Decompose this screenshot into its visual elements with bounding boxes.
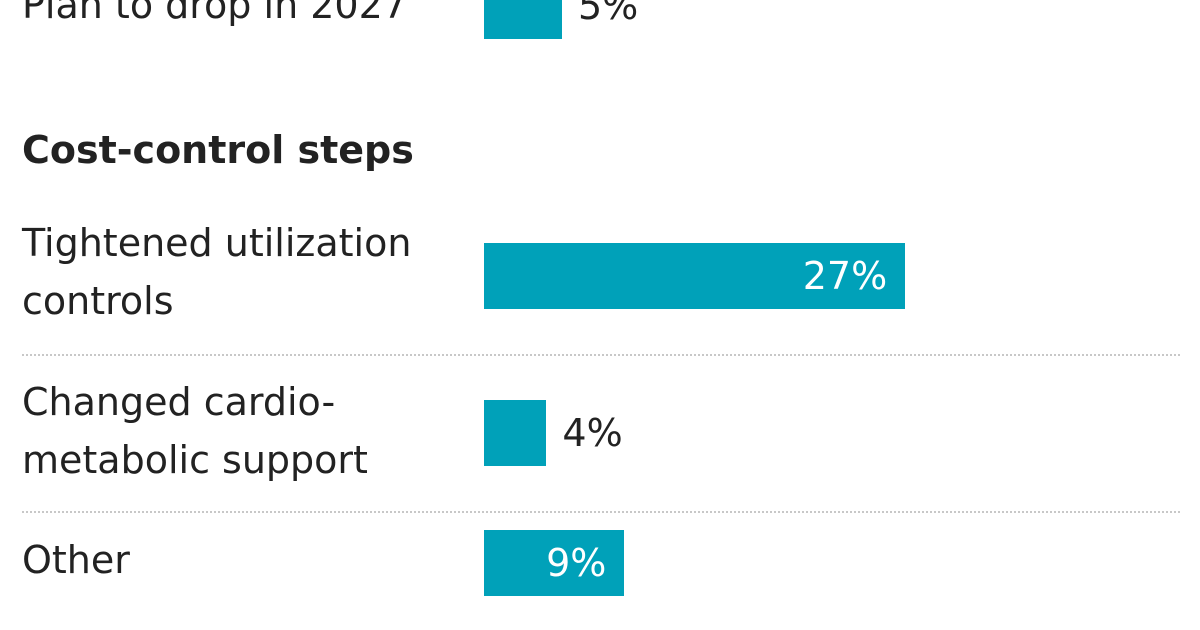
bar — [484, 0, 562, 39]
category-label: Plan to drop in 2027 — [22, 0, 407, 27]
row-separator — [22, 511, 1180, 513]
value-label: 4% — [562, 411, 623, 455]
bar — [484, 530, 625, 596]
row-separator — [22, 354, 1180, 356]
category-label: Other — [22, 538, 130, 582]
value-label: 9% — [546, 541, 607, 585]
bar — [484, 400, 547, 466]
value-label: 5% — [578, 0, 639, 28]
section-title: Cost-control steps — [22, 128, 414, 172]
value-label: 27% — [802, 254, 888, 298]
category-label: Changed cardio-metabolic support — [22, 380, 368, 482]
category-label: Tightened utilization controls — [22, 221, 412, 323]
bar — [484, 243, 906, 309]
